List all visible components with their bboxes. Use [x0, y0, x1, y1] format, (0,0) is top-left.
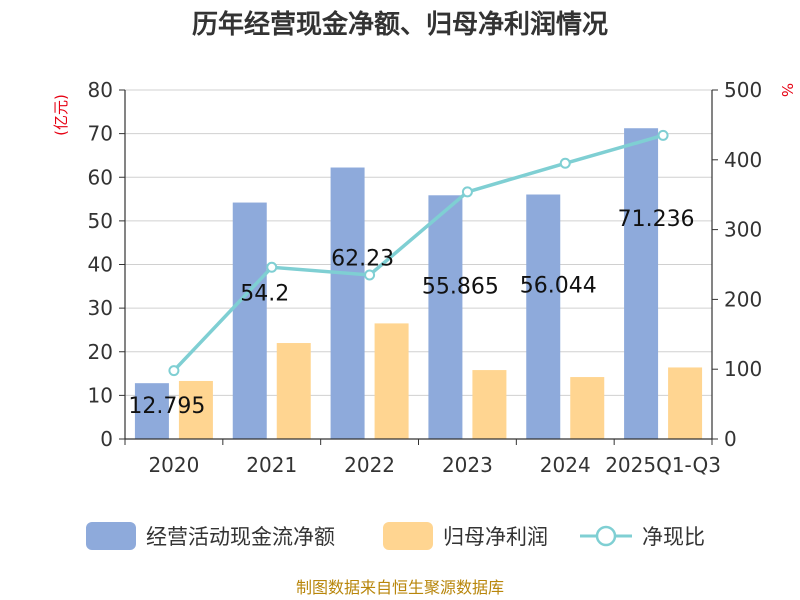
left-tick-label: 10: [88, 383, 113, 407]
legend-line-marker: [595, 525, 617, 547]
bar-cash-flow: [526, 194, 561, 439]
bar-net-profit: [178, 380, 213, 439]
left-tick-label: 50: [88, 209, 113, 233]
x-tick-label: 2020: [148, 453, 199, 477]
right-axis-unit: %: [778, 83, 796, 97]
bar-cash-flow: [134, 383, 169, 439]
bar-data-label: 56.044: [520, 274, 597, 299]
bar-data-label: 71.236: [618, 207, 695, 232]
bar-cash-flow: [428, 195, 463, 439]
left-tick-label: 60: [88, 165, 113, 189]
left-tick-label: 0: [100, 427, 113, 451]
right-tick-label: 500: [724, 78, 762, 102]
x-tick-label: 2025Q1-Q3: [605, 453, 721, 477]
right-tick-label: 100: [724, 357, 762, 381]
legend-label: 经营活动现金流净额: [146, 525, 335, 549]
line-point: [461, 186, 473, 198]
line-point: [657, 129, 669, 141]
bar-data-label: 54.2: [240, 282, 289, 307]
data-labels: 12.795 54.2 62.23 55.865 56.044 71.236: [128, 207, 694, 419]
x-tick-label: 2021: [246, 453, 297, 477]
source-footer: 制图数据来自恒生聚源数据库: [296, 578, 504, 597]
left-tick-label: 70: [88, 122, 113, 146]
bar-net-profit: [570, 377, 605, 439]
legend-label: 净现比: [642, 525, 705, 549]
chart-title: 历年经营现金净额、归母净利润情况: [192, 9, 608, 40]
left-tick-label: 80: [88, 78, 113, 102]
line-point: [559, 157, 571, 169]
gridlines: [125, 89, 712, 396]
line-point: [168, 365, 180, 377]
bar-net-profit: [472, 370, 507, 439]
bar-net-profit: [276, 343, 311, 439]
line-point: [364, 269, 376, 281]
legend: 经营活动现金流净额 归母净利润 净现比: [86, 522, 705, 550]
x-tick-label: 2023: [442, 453, 493, 477]
x-axis: 2020 2021 2022 2023 2024 2025Q1-Q3: [124, 438, 721, 477]
x-tick-label: 2024: [540, 453, 591, 477]
right-tick-label: 300: [724, 218, 762, 242]
bar-data-label: 55.865: [422, 274, 499, 299]
bar-cash-flow: [330, 167, 365, 440]
left-tick-label: 40: [88, 253, 113, 277]
left-tick-label: 30: [88, 296, 113, 320]
bar-cash-flow: [232, 202, 267, 439]
bar-net-profit: [668, 367, 703, 439]
line-net-cash-ratio: [172, 133, 664, 372]
right-tick-label: 400: [724, 148, 762, 172]
legend-swatch: [86, 522, 136, 550]
line-point: [266, 261, 278, 273]
right-tick-label: 200: [724, 287, 762, 311]
legend-swatch: [383, 522, 433, 550]
right-axis: 0 100 200 300 400 500: [711, 78, 762, 451]
bar-data-label: 12.795: [128, 394, 205, 419]
bars: [134, 128, 703, 440]
legend-label: 归母净利润: [443, 525, 548, 549]
line-series: [168, 129, 669, 377]
x-tick-label: 2022: [344, 453, 395, 477]
bar-data-label: 62.23: [331, 247, 394, 272]
right-tick-label: 0: [724, 427, 737, 451]
left-axis-unit: (亿元): [52, 94, 70, 136]
bar-net-profit: [374, 323, 409, 439]
bar-cash-flow: [624, 128, 659, 439]
left-axis: 0 10 20 30 40 50 60 70 80: [88, 78, 126, 451]
left-tick-label: 20: [88, 340, 113, 364]
